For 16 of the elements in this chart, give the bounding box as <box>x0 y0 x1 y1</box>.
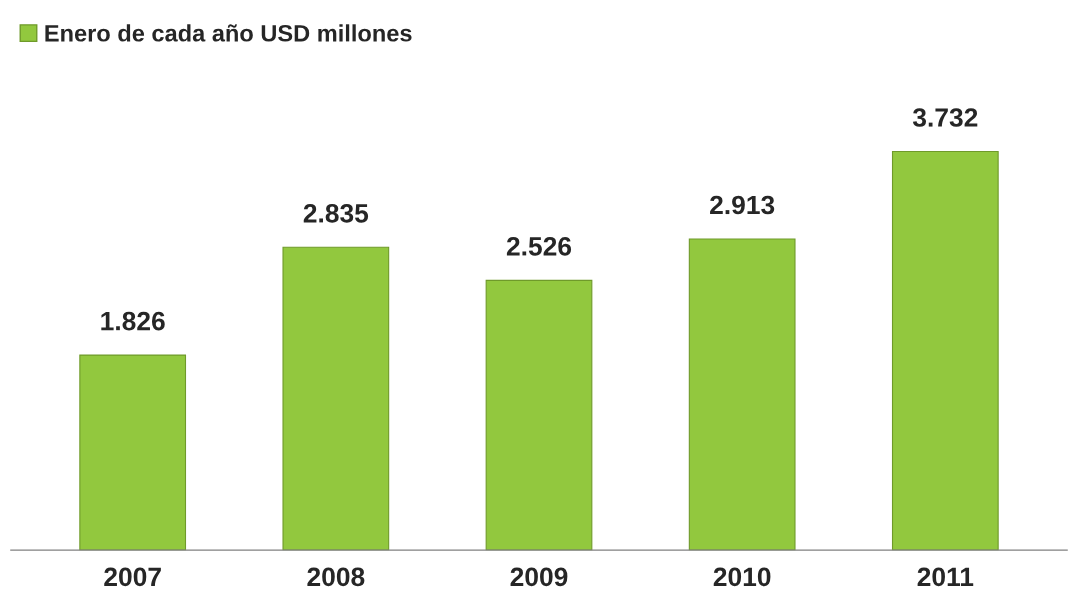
bar <box>79 354 187 551</box>
x-tick-label: 2011 <box>917 567 974 587</box>
x-tick-label: 2008 <box>307 567 365 587</box>
data-label: 1.826 <box>101 311 165 331</box>
data-label: 3.732 <box>912 108 978 127</box>
bar <box>891 150 999 551</box>
legend-label: Enero de cada año USD millones <box>45 24 412 42</box>
data-label: 2.835 <box>303 203 369 223</box>
data-label: 2.913 <box>710 195 775 215</box>
bar <box>282 246 390 551</box>
bar <box>688 238 796 551</box>
bar <box>485 279 593 551</box>
data-label: 2.526 <box>506 236 572 256</box>
x-tick-label: 2009 <box>510 567 568 587</box>
x-tick-label: 2010 <box>713 567 771 587</box>
x-tick-label: 2007 <box>104 567 161 587</box>
